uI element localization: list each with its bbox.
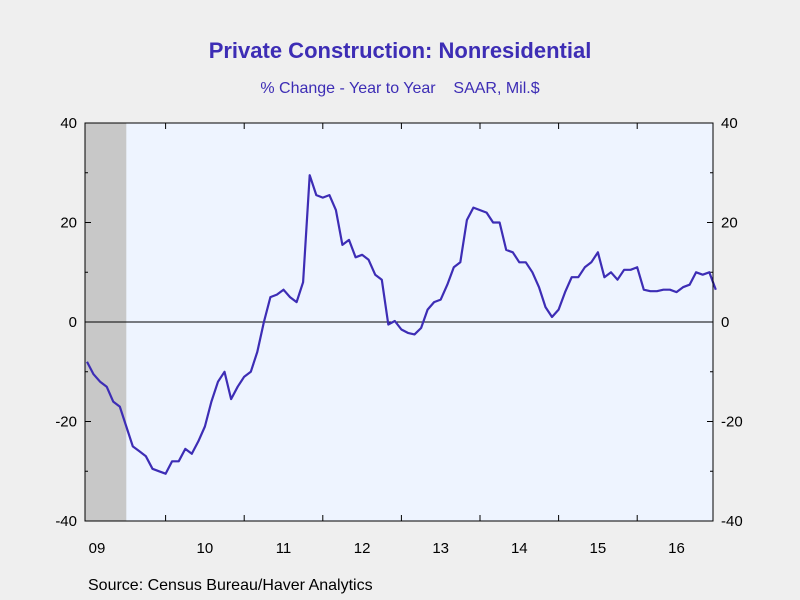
y-tick-label-left: -20 <box>55 414 77 431</box>
source-note: Source: Census Bureau/Haver Analytics <box>88 577 373 594</box>
x-tick-label: 09 <box>89 540 106 557</box>
x-tick-label: 12 <box>354 540 371 557</box>
chart-title: Private Construction: Nonresidential <box>208 38 592 63</box>
x-tick-label: 14 <box>511 540 528 557</box>
y-tick-label-right: 0 <box>721 314 729 331</box>
y-tick-label-right: 20 <box>721 215 738 232</box>
y-tick-label-right: -40 <box>721 513 743 530</box>
x-tick-label: 11 <box>276 540 292 557</box>
series-line <box>86 174 717 475</box>
y-tick-label-left: -40 <box>55 513 77 530</box>
y-tick-label-left: 20 <box>60 215 77 232</box>
y-tick-label-left: 40 <box>60 115 77 132</box>
plot-frame <box>84 122 714 522</box>
chart-subtitle: % Change - Year to Year SAAR, Mil.$ <box>260 80 540 97</box>
y-tick-label-left: 0 <box>69 314 77 331</box>
x-tick-labels: 09 10 11 12 13 14 15 16 <box>89 540 685 557</box>
y-tick-labels: 40 40 20 20 0 0 -20 -20 -40 -40 <box>55 115 742 530</box>
x-tick-label: 13 <box>432 540 449 557</box>
x-tick-label: 15 <box>590 540 607 557</box>
x-tick-label: 16 <box>668 540 685 557</box>
x-tick-label: 10 <box>197 540 214 557</box>
y-tick-label-right: -20 <box>721 414 743 431</box>
y-tick-label-right: 40 <box>721 115 738 132</box>
